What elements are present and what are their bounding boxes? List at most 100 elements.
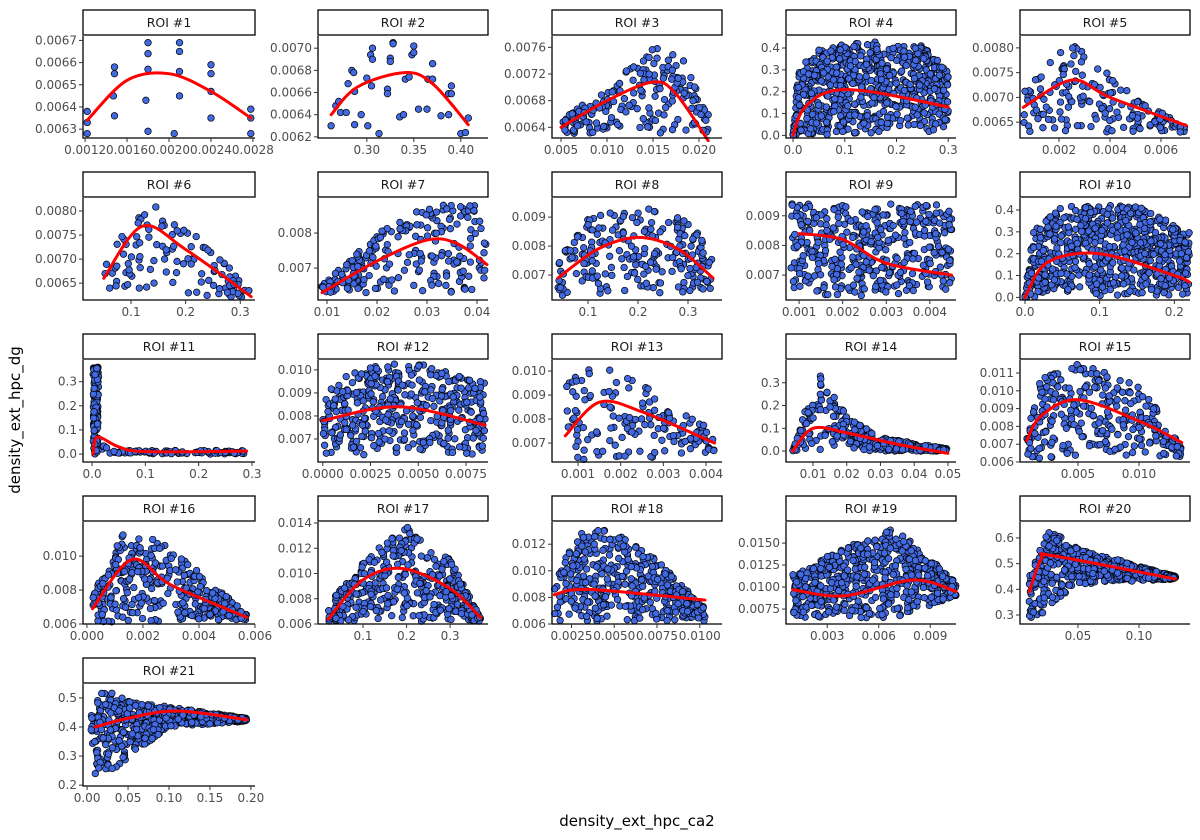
x-tick-label: 0.002	[1042, 143, 1076, 157]
data-point	[833, 290, 842, 299]
data-point	[1056, 48, 1065, 57]
data-point	[569, 388, 577, 396]
data-point	[900, 47, 908, 55]
data-point	[1085, 388, 1094, 396]
data-point	[455, 406, 463, 414]
x-tick-label: 0.005	[1061, 467, 1095, 481]
data-point	[920, 109, 928, 117]
x-tick-label: 0.02	[364, 305, 391, 319]
data-point	[621, 286, 629, 295]
data-point	[799, 252, 807, 260]
data-point	[636, 447, 644, 455]
data-point	[1108, 214, 1117, 222]
x-tick-label: 0.004	[913, 305, 947, 319]
data-point	[223, 288, 232, 297]
y-tick-label: 0.3	[58, 375, 77, 389]
data-point	[384, 363, 392, 371]
data-point	[851, 128, 859, 137]
data-point	[320, 441, 329, 449]
facet-strip	[551, 333, 723, 360]
data-point	[572, 442, 580, 451]
y-tick-label: 0.2	[58, 399, 77, 413]
data-point	[432, 229, 441, 237]
data-point	[1064, 223, 1073, 231]
data-point	[214, 616, 223, 624]
data-point	[400, 266, 409, 274]
data-point	[1118, 264, 1126, 272]
data-point	[159, 599, 167, 607]
data-point	[697, 110, 705, 119]
data-point	[906, 80, 914, 89]
data-point	[1042, 428, 1050, 436]
data-point	[863, 112, 871, 120]
data-point	[198, 270, 206, 278]
data-point	[1047, 453, 1055, 461]
data-point	[812, 214, 821, 222]
y-tick-label: 0.0070	[35, 252, 77, 266]
data-point	[111, 600, 119, 608]
data-point	[362, 288, 370, 297]
data-point	[1096, 441, 1104, 449]
data-point	[207, 70, 215, 78]
data-point	[343, 261, 351, 269]
data-point	[571, 406, 580, 415]
facet-strip	[82, 9, 256, 36]
data-point	[427, 416, 435, 425]
data-point	[481, 266, 489, 274]
data-point	[1103, 219, 1111, 227]
data-point	[699, 249, 707, 257]
data-point	[912, 56, 920, 64]
data-point	[394, 274, 403, 282]
data-point	[371, 284, 380, 293]
data-point	[644, 385, 652, 393]
data-point	[873, 219, 881, 227]
data-point	[1147, 285, 1156, 294]
facet-title: ROI #8	[615, 177, 660, 192]
facet-title: ROI #13	[611, 339, 664, 354]
data-point	[195, 572, 204, 581]
x-tick-label: 0.2	[628, 305, 647, 319]
data-point	[1185, 229, 1193, 237]
data-point	[1138, 393, 1147, 401]
x-tick-label: 0.01	[800, 467, 827, 481]
data-point	[412, 421, 421, 429]
data-point	[1041, 373, 1049, 382]
data-point	[831, 283, 840, 291]
data-point	[1087, 122, 1095, 131]
data-point	[639, 57, 648, 65]
data-point	[464, 213, 472, 222]
smooth-line	[563, 399, 717, 445]
data-point	[868, 429, 876, 438]
data-point	[368, 55, 377, 63]
x-tick-label: 0.1	[835, 143, 854, 157]
data-point	[1057, 376, 1065, 384]
data-point	[664, 218, 673, 227]
data-point	[608, 88, 616, 96]
data-point	[381, 435, 389, 443]
data-point	[1070, 420, 1078, 429]
data-point	[703, 277, 711, 286]
data-point	[1048, 438, 1056, 447]
data-point	[409, 426, 417, 435]
x-tick-label: 0.0	[783, 143, 802, 157]
data-point	[367, 380, 375, 388]
data-point	[400, 435, 409, 444]
data-point	[1059, 70, 1067, 79]
data-point	[442, 281, 450, 290]
data-point	[843, 228, 851, 236]
data-point	[1063, 449, 1071, 458]
x-tick-label: 0.1	[1090, 305, 1109, 319]
data-point	[119, 613, 127, 621]
data-point	[867, 238, 875, 246]
data-point	[1073, 122, 1082, 130]
data-point	[1021, 87, 1029, 95]
data-point	[1026, 127, 1034, 136]
data-point	[668, 267, 676, 276]
y-tick-label: 0.0	[995, 290, 1014, 304]
data-point	[350, 68, 358, 77]
data-point	[804, 70, 813, 78]
data-point	[1071, 451, 1080, 459]
data-point	[1064, 285, 1072, 294]
data-point	[98, 610, 106, 619]
data-point	[807, 89, 816, 97]
